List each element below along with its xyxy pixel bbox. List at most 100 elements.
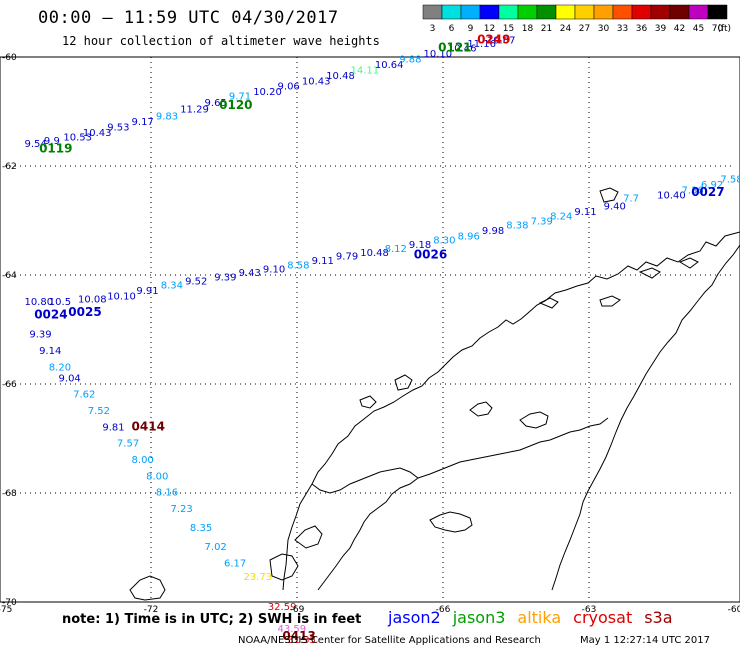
- wave-height-value: 10.08: [78, 294, 107, 305]
- lat-tick-label: -70: [2, 598, 17, 608]
- wave-height-value: 9.53: [107, 123, 129, 134]
- scale-label: 24: [560, 24, 572, 34]
- wave-height-value: 8.00: [132, 455, 154, 466]
- wave-height-value: 9.17: [132, 117, 154, 128]
- wave-height-value: 9.79: [336, 252, 358, 263]
- scale-swatch: [688, 4, 709, 20]
- scale-swatch: [593, 4, 614, 20]
- wave-height-value: 10.10: [424, 49, 453, 60]
- wave-height-value: 10.10: [107, 292, 136, 303]
- wave-height-value: 14.11: [351, 65, 380, 76]
- scale-label: 33: [617, 24, 628, 34]
- lat-tick-label: -66: [2, 380, 17, 390]
- scale-swatch: [479, 4, 500, 20]
- credit-line: NOAA/NESDIS Center for Satellite Applica…: [238, 635, 541, 646]
- wave-height-value: 11.29: [180, 105, 209, 116]
- wave-height-value: 10.80: [24, 297, 53, 308]
- wave-height-value: 9.11: [312, 256, 334, 267]
- pass-time-label: 0025: [68, 305, 101, 319]
- pass-time-label: 0121: [438, 41, 471, 55]
- scale-swatch: [574, 4, 595, 20]
- wave-height-value: 9.39: [214, 272, 236, 283]
- scale-label: 70: [712, 24, 724, 34]
- scale-label: 3: [430, 24, 436, 34]
- wave-height-value: 31.35: [287, 635, 316, 646]
- wave-height-value: 9.91: [136, 286, 158, 297]
- lat-tick-label: -68: [2, 489, 17, 499]
- scale-label: 42: [674, 24, 685, 34]
- wave-height-value: 8.16: [156, 488, 178, 499]
- scale-swatch: [669, 4, 690, 20]
- lon-tick-label: -63: [582, 605, 597, 615]
- wave-height-value: 9.39: [29, 330, 51, 341]
- scale-label: 6: [449, 24, 455, 34]
- wave-height-value: 9.04: [59, 373, 81, 384]
- pass-time-label: 0249: [477, 32, 510, 46]
- pass-time-label: 0120: [219, 98, 252, 112]
- scale-label: 30: [598, 24, 610, 34]
- wave-height-value: 8.96: [458, 232, 480, 243]
- wave-height-value: 9.14: [39, 346, 61, 357]
- scale-swatch: [707, 4, 728, 20]
- wave-height-value: 7.62: [73, 390, 95, 401]
- wave-height-value: 10.46: [448, 44, 477, 55]
- wave-height-value: 9.40: [604, 202, 626, 213]
- scale-swatch: [650, 4, 671, 20]
- wave-height-value: 9.98: [482, 226, 504, 237]
- wave-height-value: 8.38: [506, 221, 528, 232]
- page-subtitle: 12 hour collection of altimeter wave hei…: [62, 34, 380, 48]
- scale-label: 15: [503, 24, 514, 34]
- wave-height-value: 8.58: [287, 260, 309, 271]
- wave-height-value: 7.58: [720, 174, 740, 185]
- wave-height-value: 7.52: [88, 406, 110, 417]
- scale-swatch: [422, 4, 443, 20]
- wave-height-value: 9.71: [229, 92, 251, 103]
- pass-time-label: 0413: [282, 629, 315, 643]
- scale-swatch: [631, 4, 652, 20]
- wave-height-value: 9.52: [185, 276, 207, 287]
- wave-height-value: 11.16: [467, 39, 496, 50]
- scale-swatch: [555, 4, 576, 20]
- scale-label: 36: [636, 24, 648, 34]
- lon-tick-label: -66: [436, 605, 451, 615]
- wave-height-value: 32.59: [268, 602, 297, 613]
- pass-time-label: 0024: [34, 308, 67, 322]
- scale-label: 27: [579, 24, 590, 34]
- wave-height-value: 8.35: [190, 523, 212, 534]
- lon-tick-label: -75: [0, 605, 12, 615]
- wave-height-value: 9.65: [205, 98, 227, 109]
- wave-height-value: 8.24: [550, 211, 572, 222]
- wave-height-color-scale: 3 6 9 12 15 18 21 24 27 30 33 36 39 42 45 70(ft): [422, 4, 731, 34]
- pass-time-label: 0414: [132, 419, 165, 433]
- wave-height-value: 8.30: [433, 235, 455, 246]
- lon-tick-label: -72: [144, 605, 159, 615]
- wave-height-value: 9.10: [263, 264, 285, 275]
- wave-height-value: 10.5: [49, 297, 71, 308]
- wave-height-value: 7.39: [531, 216, 553, 227]
- legend-entry: altika: [517, 608, 562, 627]
- wave-height-value: 6.17: [224, 559, 246, 570]
- scale-swatch: [441, 4, 462, 20]
- scale-swatch: [612, 4, 633, 20]
- legend-entry: jason2: [388, 608, 441, 627]
- scale-label: 39: [655, 24, 667, 34]
- scale-label: 45: [693, 24, 704, 34]
- wave-height-value: 8.34: [161, 281, 183, 292]
- scale-swatch: [536, 4, 557, 20]
- page-title: 00:00 – 11:59 UTC 04/30/2017: [38, 8, 339, 28]
- wave-height-value: 10.43: [83, 128, 112, 139]
- wave-height-value: 9.54: [24, 139, 46, 150]
- wave-height-value: 8.00: [146, 471, 168, 482]
- wave-height-value: 7.7: [623, 193, 639, 204]
- wave-height-value: 7.57: [117, 439, 139, 450]
- coastline: [129, 187, 740, 601]
- wave-height-value: 9.81: [102, 422, 124, 433]
- pass-time-label: 0026: [414, 248, 447, 262]
- track-0025-0413: 9.39 9.14 8.209.04 7.62 7.52 9.81 7.57 8.00 8.00…: [29, 330, 316, 646]
- wave-height-value: 10.67: [487, 35, 516, 46]
- wave-height-value: 9.9: [44, 136, 60, 147]
- axis-labels: -60 -62 -64 -66 -68 -70-75 -72 -69 -66 -63 -60: [0, 53, 740, 615]
